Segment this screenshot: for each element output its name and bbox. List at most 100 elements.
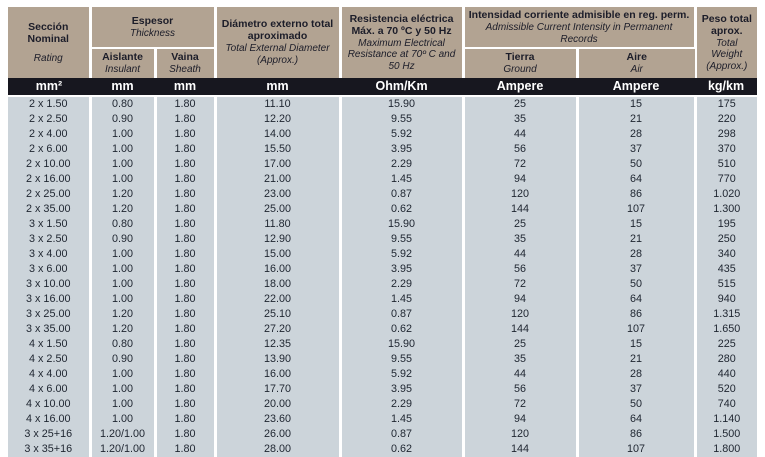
table-cell: 1.00	[90, 396, 157, 412]
header-resistance-subtitle: Maximum Electrical Resistance at 70º C a…	[347, 37, 456, 72]
table-cell: 1.00	[90, 171, 157, 187]
header-current-title: Intensidad corriente admisible en reg. p…	[468, 9, 690, 21]
table-cell: 2 x 2.50	[8, 111, 92, 127]
table-cell: 3 x 25+16	[8, 426, 92, 442]
header-insulant-subtitle: Insulant	[104, 64, 141, 75]
table-cell: 120	[463, 186, 579, 202]
table-cell: 3 x 16.00	[8, 291, 92, 307]
header-ground-subtitle: Ground	[503, 64, 537, 75]
table-cell: 23.00	[215, 186, 342, 202]
table-cell: 107	[577, 201, 697, 217]
table-cell: 25	[463, 216, 579, 232]
table-row: 2 x 2.50 0.90 1.80 12.20 9.55 35 21 220	[8, 111, 758, 127]
table-cell: 15.90	[340, 336, 465, 352]
table-cell: 50	[577, 396, 697, 412]
table-cell: 21	[577, 111, 697, 127]
table-cell: 72	[463, 276, 579, 292]
table-cell: 12.35	[215, 336, 342, 352]
table-cell: 1.800	[695, 441, 758, 457]
table-cell: 515	[695, 276, 758, 292]
table-cell: 2 x 10.00	[8, 156, 92, 172]
table-cell: 56	[463, 381, 579, 397]
header-diameter: Diámetro externo total aproximado Total …	[215, 7, 342, 78]
table-cell: 4 x 4.00	[8, 366, 92, 382]
unit-air: Ampere	[577, 77, 696, 97]
table-cell: 2 x 4.00	[8, 126, 92, 142]
table-cell: 21.00	[215, 171, 342, 187]
table-cell: 1.80	[155, 291, 217, 307]
table-cell: 17.70	[215, 381, 342, 397]
table-cell: 1.45	[340, 171, 465, 187]
table-cell: 0.80	[90, 95, 157, 112]
table-cell: 86	[577, 426, 697, 442]
table-cell: 4 x 2.50	[8, 351, 92, 367]
header-insulant: Aislante Insulant	[90, 48, 157, 78]
table-row: 4 x 1.50 0.80 1.80 12.35 15.90 25 15 225	[8, 336, 758, 352]
table-row: 2 x 4.00 1.00 1.80 14.00 5.92 44 28 298	[8, 126, 758, 142]
table-row: 3 x 2.50 0.90 1.80 12.90 9.55 35 21 250	[8, 231, 758, 247]
table-cell: 1.80	[155, 261, 217, 277]
table-cell: 1.80	[155, 231, 217, 247]
table-cell: 21	[577, 351, 697, 367]
table-cell: 1.500	[695, 426, 758, 442]
unit-ground: Ampere	[463, 77, 578, 97]
table-cell: 1.020	[695, 186, 758, 202]
table-row: 4 x 2.50 0.90 1.80 13.90 9.55 35 21 280	[8, 351, 758, 367]
table-cell: 1.00	[90, 261, 157, 277]
table-row: 4 x 10.00 1.00 1.80 20.00 2.29 72 50 740	[8, 396, 758, 412]
table-row: 4 x 6.00 1.00 1.80 17.70 3.95 56 37 520	[8, 381, 758, 397]
table-cell: 3 x 35+16	[8, 441, 92, 457]
table-cell: 1.00	[90, 381, 157, 397]
header-insulant-title: Aislante	[102, 51, 143, 63]
table-cell: 17.00	[215, 156, 342, 172]
table-cell: 5.92	[340, 246, 465, 262]
header-current-subtitle: Admissible Current Intensity in Permanen…	[485, 22, 673, 45]
table-cell: 1.80	[155, 336, 217, 352]
table-cell: 3 x 6.00	[8, 261, 92, 277]
table-row: 2 x 1.50 0.80 1.80 11.10 15.90 25 15 175	[8, 95, 758, 112]
table-cell: 1.00	[90, 246, 157, 262]
header-thickness: Espesor Thickness	[90, 7, 217, 49]
table-cell: 15.90	[340, 216, 465, 232]
table-cell: 3 x 25.00	[8, 306, 92, 322]
table-cell: 0.87	[340, 186, 465, 202]
table-cell: 250	[695, 231, 758, 247]
table-cell: 20.00	[215, 396, 342, 412]
table-cell: 18.00	[215, 276, 342, 292]
table-cell: 11.80	[215, 216, 342, 232]
header-diameter-subtitle: Total External Diameter (Approx.)	[225, 43, 330, 66]
header-diameter-title: Diámetro externo total aproximado	[221, 18, 334, 43]
table-cell: 1.80	[155, 126, 217, 142]
unit-section: mm²	[8, 77, 90, 97]
table-cell: 3.95	[340, 381, 465, 397]
table-cell: 175	[695, 95, 758, 112]
table-cell: 107	[577, 441, 697, 457]
table-cell: 740	[695, 396, 758, 412]
table-cell: 9.55	[340, 111, 465, 127]
table-cell: 770	[695, 171, 758, 187]
table-cell: 23.60	[215, 411, 342, 427]
table-cell: 1.20	[90, 201, 157, 217]
table-cell: 50	[577, 276, 697, 292]
table-cell: 56	[463, 261, 579, 277]
table-cell: 225	[695, 336, 758, 352]
table-cell: 4 x 16.00	[8, 411, 92, 427]
table-cell: 370	[695, 141, 758, 157]
table-cell: 94	[463, 171, 579, 187]
table-cell: 1.00	[90, 141, 157, 157]
table-cell: 9.55	[340, 351, 465, 367]
table-cell: 72	[463, 156, 579, 172]
table-cell: 56	[463, 141, 579, 157]
header-section-nominal: Sección Nominal Rating	[8, 7, 92, 78]
table-cell: 22.00	[215, 291, 342, 307]
table-cell: 1.80	[155, 246, 217, 262]
table-cell: 3.95	[340, 261, 465, 277]
table-cell: 280	[695, 351, 758, 367]
header-air-title: Aire	[626, 51, 647, 63]
table-cell: 4 x 6.00	[8, 381, 92, 397]
table-cell: 12.90	[215, 231, 342, 247]
table-body: 2 x 1.50 0.80 1.80 11.10 15.90 25 15 175 2 x 2.5…	[8, 95, 758, 457]
table-cell: 94	[463, 291, 579, 307]
table-cell: 4 x 1.50	[8, 336, 92, 352]
table-cell: 2.29	[340, 396, 465, 412]
